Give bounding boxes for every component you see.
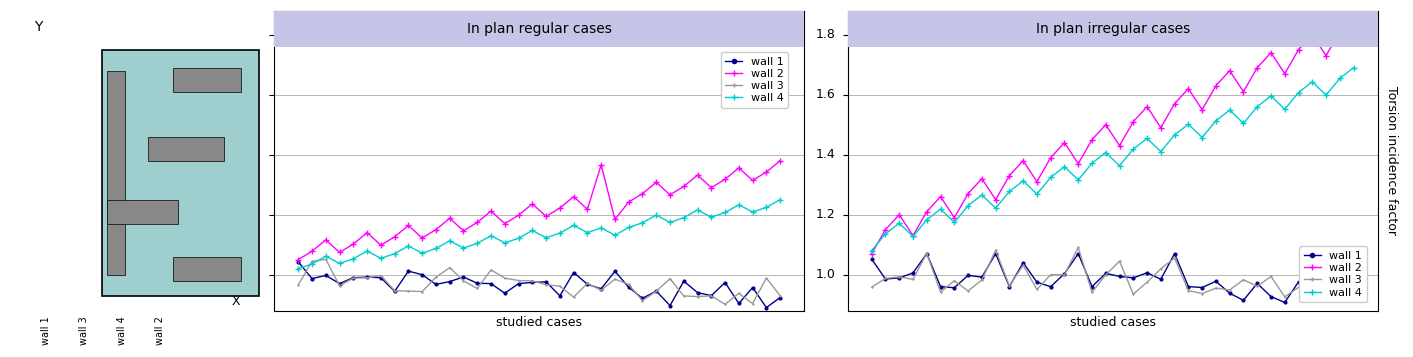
Text: wall 4: wall 4 (117, 317, 127, 345)
Text: 1.4: 1.4 (817, 148, 836, 161)
Text: 1.6: 1.6 (817, 88, 836, 101)
Text: wall 1: wall 1 (41, 317, 51, 345)
FancyBboxPatch shape (172, 68, 242, 92)
Text: 1.0: 1.0 (815, 268, 836, 281)
Text: 1.2: 1.2 (817, 208, 836, 221)
Text: In plan regular cases: In plan regular cases (466, 22, 612, 36)
X-axis label: studied cases: studied cases (1070, 316, 1156, 329)
Text: 1.8: 1.8 (815, 28, 836, 41)
FancyBboxPatch shape (274, 11, 804, 47)
Text: wall 4: wall 4 (287, 156, 319, 166)
Text: wall 1: wall 1 (287, 42, 319, 52)
FancyBboxPatch shape (107, 71, 124, 275)
FancyBboxPatch shape (102, 50, 259, 296)
Text: wall 3: wall 3 (79, 317, 89, 345)
Legend: wall 1, wall 2, wall 3, wall 4: wall 1, wall 2, wall 3, wall 4 (1300, 246, 1366, 302)
Text: Y: Y (34, 20, 42, 34)
FancyBboxPatch shape (107, 200, 178, 223)
X-axis label: studied cases: studied cases (496, 316, 582, 329)
Legend: wall 1, wall 2, wall 3, wall 4: wall 1, wall 2, wall 3, wall 4 (721, 52, 788, 108)
Text: wall 2: wall 2 (155, 317, 165, 346)
Text: Torsion incidence factor: Torsion incidence factor (1385, 86, 1399, 235)
Text: wall 3: wall 3 (287, 102, 319, 112)
Text: X: X (232, 295, 240, 308)
FancyBboxPatch shape (848, 11, 1378, 47)
FancyBboxPatch shape (172, 257, 242, 281)
Text: X: X (287, 263, 294, 273)
Text: wall 2: wall 2 (287, 216, 319, 226)
FancyBboxPatch shape (148, 137, 223, 161)
Text: In plan irregular cases: In plan irregular cases (1036, 22, 1190, 36)
